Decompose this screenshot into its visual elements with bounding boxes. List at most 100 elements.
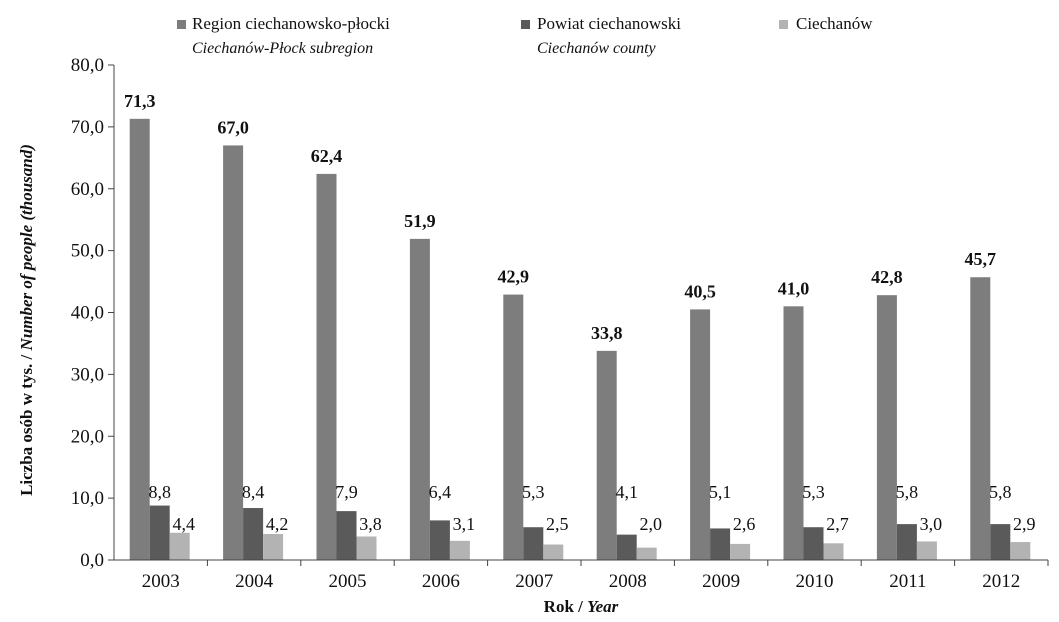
y-tick-label: 80,0 bbox=[71, 55, 104, 76]
x-axis-title-en: Year bbox=[587, 597, 619, 616]
data-label-ciechanow: 2,0 bbox=[639, 514, 662, 534]
bars bbox=[129, 118, 1031, 561]
data-label-county: 6,4 bbox=[429, 482, 452, 502]
data-label-county: 5,3 bbox=[522, 482, 545, 502]
bar-region bbox=[876, 295, 897, 560]
bar-region bbox=[503, 294, 524, 560]
bar-ciechanow bbox=[636, 547, 657, 560]
data-label-ciechanow: 2,7 bbox=[826, 514, 849, 534]
data-label-region: 67,0 bbox=[217, 117, 249, 137]
data-label-region: 62,4 bbox=[311, 146, 343, 166]
y-axis-title-en: Number of people (thousand) bbox=[17, 144, 36, 351]
y-tick-label: 40,0 bbox=[71, 303, 104, 324]
bar-region bbox=[970, 277, 991, 560]
data-label-region: 71,3 bbox=[124, 91, 156, 111]
x-tick-label: 2011 bbox=[889, 571, 926, 592]
y-tick-label: 10,0 bbox=[71, 488, 104, 509]
bar-region bbox=[223, 145, 244, 560]
data-label-ciechanow: 3,1 bbox=[453, 514, 476, 534]
bar-county bbox=[803, 527, 824, 560]
bar-region bbox=[409, 238, 430, 560]
x-tick-label: 2007 bbox=[515, 571, 553, 592]
bar-county bbox=[896, 524, 917, 560]
data-label-ciechanow: 2,9 bbox=[1013, 514, 1036, 534]
data-label-region: 42,9 bbox=[498, 267, 530, 287]
bar-region bbox=[316, 173, 337, 560]
data-label-ciechanow: 4,4 bbox=[172, 514, 195, 534]
data-label-region: 40,5 bbox=[684, 281, 716, 301]
legend-swatch-county bbox=[521, 20, 530, 29]
data-label-county: 5,3 bbox=[802, 482, 825, 502]
y-tick-label: 60,0 bbox=[71, 179, 104, 200]
bar-ciechanow bbox=[449, 540, 470, 560]
y-tick-label: 70,0 bbox=[71, 117, 104, 138]
data-label-ciechanow: 4,2 bbox=[266, 514, 289, 534]
legend-swatch-ciechanow bbox=[779, 20, 788, 29]
bar-ciechanow bbox=[169, 532, 190, 560]
data-label-ciechanow: 3,0 bbox=[920, 514, 943, 534]
x-axis-title: Rok / Year bbox=[544, 597, 619, 616]
data-label-county: 5,1 bbox=[709, 482, 732, 502]
data-label-region: 45,7 bbox=[965, 249, 997, 269]
bar-region bbox=[596, 350, 617, 560]
data-label-county: 8,8 bbox=[148, 482, 171, 502]
y-tick-label: 30,0 bbox=[71, 364, 104, 385]
bar-ciechanow bbox=[543, 544, 564, 560]
x-tick-label: 2010 bbox=[796, 571, 834, 592]
data-label-region: 41,0 bbox=[778, 278, 810, 298]
data-label-county: 7,9 bbox=[335, 482, 358, 502]
data-label-region: 33,8 bbox=[591, 323, 623, 343]
y-tick-label: 50,0 bbox=[71, 241, 104, 262]
bar-ciechanow bbox=[730, 543, 751, 560]
bar-region bbox=[690, 309, 711, 560]
y-tick-label: 20,0 bbox=[71, 426, 104, 447]
y-axis-title: Liczba osób w tys. / Number of people (t… bbox=[17, 144, 36, 496]
bar-ciechanow bbox=[263, 534, 284, 560]
x-tick-label: 2005 bbox=[329, 571, 367, 592]
legend-label-region: Region ciechanowsko-płocki bbox=[192, 14, 390, 33]
x-axis-ticks: 2003 2004 2005 2006 2007 2008 2009 2010 2011 2012 bbox=[142, 560, 1049, 592]
legend: Region ciechanowsko-płocki Ciechanów-Pło… bbox=[177, 14, 873, 57]
legend-sublabel-region: Ciechanów-Płock subregion bbox=[192, 40, 373, 57]
x-tick-label: 2003 bbox=[142, 571, 180, 592]
bar-county bbox=[243, 508, 264, 560]
bar-county bbox=[149, 505, 170, 560]
data-label-county: 5,8 bbox=[989, 482, 1012, 502]
x-tick-label: 2008 bbox=[609, 571, 647, 592]
bar-ciechanow bbox=[356, 536, 377, 560]
x-tick-label: 2004 bbox=[235, 571, 274, 592]
x-axis-title-pl: Rok / bbox=[544, 597, 587, 616]
bar-ciechanow bbox=[823, 543, 844, 560]
data-label-county: 4,1 bbox=[615, 482, 638, 502]
data-label-region: 51,9 bbox=[404, 211, 436, 231]
bar-region bbox=[129, 118, 150, 561]
x-tick-label: 2009 bbox=[702, 571, 740, 592]
bar-ciechanow bbox=[1010, 542, 1031, 560]
value-labels: 71,3 8,84,4 67,0 8,44,2 62,4 7,93,8 51,9 6,43,1… bbox=[124, 91, 1036, 534]
data-label-ciechanow: 2,5 bbox=[546, 514, 569, 534]
bar-region bbox=[783, 306, 804, 560]
data-label-county: 8,4 bbox=[242, 482, 265, 502]
legend-swatch-region bbox=[177, 20, 186, 29]
data-label-region: 42,8 bbox=[871, 267, 903, 287]
bar-county bbox=[990, 524, 1011, 560]
y-axis-ticks: 0,0 10,0 20,0 30,0 40,0 50,0 60,0 70,0 80,0 bbox=[71, 55, 114, 571]
bar-ciechanow bbox=[916, 541, 937, 560]
legend-sublabel-county: Ciechanów county bbox=[537, 40, 657, 57]
bar-county bbox=[710, 528, 731, 560]
bar-county bbox=[429, 520, 450, 560]
bar-county bbox=[336, 511, 357, 560]
bar-county bbox=[523, 527, 544, 560]
legend-label-county: Powiat ciechanowski bbox=[537, 14, 681, 33]
data-label-ciechanow: 2,6 bbox=[733, 514, 756, 534]
y-axis-title-pl: Liczba osób w tys. / bbox=[17, 350, 36, 495]
x-tick-label: 2006 bbox=[422, 571, 460, 592]
legend-label-ciechanow: Ciechanów bbox=[796, 14, 873, 33]
bar-county bbox=[616, 534, 637, 560]
x-tick-label: 2012 bbox=[982, 571, 1020, 592]
y-tick-label: 0,0 bbox=[80, 550, 104, 571]
data-label-ciechanow: 3,8 bbox=[359, 514, 382, 534]
data-label-county: 5,8 bbox=[896, 482, 919, 502]
